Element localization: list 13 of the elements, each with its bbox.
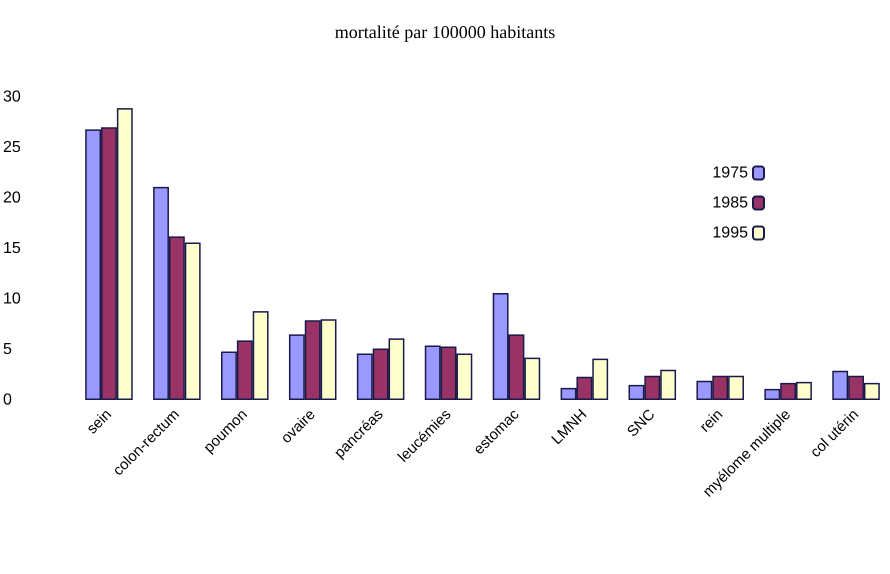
chart-title: mortalité par 100000 habitants <box>334 22 556 42</box>
x-tick-label: sein <box>84 406 115 438</box>
y-tick-label: 15 <box>3 240 21 257</box>
legend-label: 1995 <box>712 224 748 242</box>
y-tick-label: 25 <box>3 139 21 156</box>
y-tick-label: 30 <box>3 88 21 106</box>
y-tick-label: 0 <box>3 392 12 408</box>
y-tick-label: 20 <box>3 190 21 206</box>
legend-label: 1985 <box>712 194 748 212</box>
legend-label: 1975 <box>712 164 748 182</box>
x-tick-label: rein <box>696 406 726 436</box>
y-tick-label: 10 <box>3 290 21 308</box>
y-tick-label: 5 <box>3 341 12 358</box>
